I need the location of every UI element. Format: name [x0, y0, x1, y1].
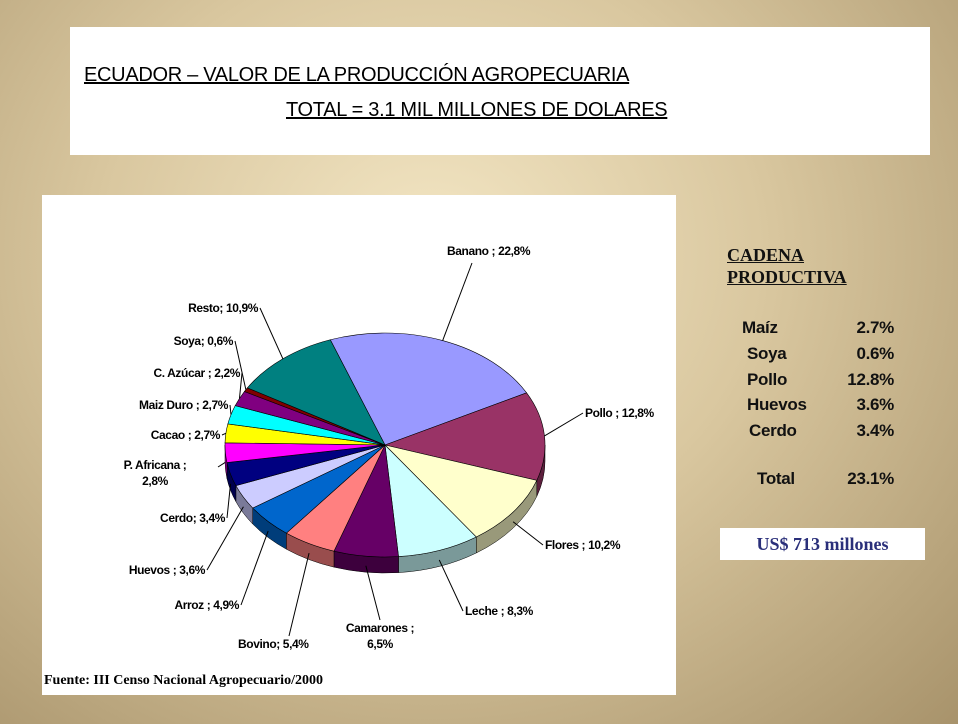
- slice-label: Resto; 10,9%: [188, 301, 258, 315]
- slice: [384, 444, 538, 538]
- slice-label: Pollo ; 12,8%: [585, 406, 654, 420]
- leader-line: [365, 565, 381, 621]
- table-cell: Soya: [747, 344, 787, 363]
- panel-note: US$ 713 millones: [720, 528, 925, 560]
- table-cell: 23.1%: [847, 469, 894, 488]
- leader-line: [226, 483, 232, 519]
- leader-line: [544, 412, 584, 437]
- slice: [246, 339, 386, 446]
- leader-line: [288, 553, 310, 637]
- title-line: ECUADOR – VALOR DE LA PRODUCCIÓN AGROPEC…: [84, 64, 630, 86]
- table-cell: 2.7%: [856, 318, 894, 337]
- slice-label: Cerdo; 3,4%: [160, 511, 225, 525]
- leader-line: [217, 461, 226, 468]
- slice-label: Leche ; 8,3%: [465, 604, 533, 618]
- leader-line: [234, 340, 247, 390]
- table-cell: Total: [757, 469, 795, 488]
- table-cell: 3.4%: [856, 421, 894, 440]
- source: Fuente: III Censo Nacional Agropecuario/…: [44, 673, 323, 688]
- slice-label: Flores ; 10,2%: [545, 538, 621, 552]
- leader-line: [240, 530, 269, 606]
- leader-line: [238, 372, 243, 399]
- table-cell: Maíz: [742, 318, 778, 337]
- chart-box: [42, 195, 676, 695]
- pie-chart: [206, 262, 584, 637]
- leader-line: [512, 521, 544, 546]
- table-cell: 12.8%: [847, 370, 894, 389]
- table-cell: Huevos: [747, 395, 807, 414]
- leader-line: [229, 404, 232, 415]
- title-line: TOTAL = 3.1 MIL MILLONES DE DOLARES: [286, 99, 668, 121]
- leader-line: [221, 432, 227, 436]
- slice: [383, 392, 546, 481]
- slice-label: Maiz Duro ; 2,7%: [139, 398, 228, 412]
- panel-title: CADENA PRODUCTIVA: [727, 245, 847, 287]
- table-cell: 3.6%: [856, 395, 894, 414]
- leader-line: [206, 506, 244, 571]
- slice-label: Camarones ; 6,5%: [345, 621, 415, 651]
- slice-label: C. Azúcar ; 2,2%: [153, 366, 240, 380]
- leader-line: [259, 307, 284, 359]
- table-cell: Pollo: [747, 370, 788, 389]
- leader-line: [442, 262, 473, 341]
- table-cell: 0.6%: [856, 344, 894, 363]
- title-box: ECUADOR – VALOR DE LA PRODUCCIÓN AGROPEC…: [70, 27, 930, 155]
- slice-label: Soya; 0,6%: [173, 334, 234, 348]
- slice-label: Banano ; 22,8%: [447, 244, 531, 258]
- slice-label: P. Africana ; 2,8%: [123, 458, 187, 488]
- table-cell: Cerdo: [749, 421, 797, 440]
- slice-label: Huevos ; 3,6%: [128, 563, 206, 577]
- slice-label: Arroz ; 4,9%: [174, 598, 239, 612]
- leader-line: [438, 559, 464, 612]
- slice-label: Cacao ; 2,7%: [150, 428, 221, 442]
- slice-label: Bovino; 5,4%: [238, 637, 309, 651]
